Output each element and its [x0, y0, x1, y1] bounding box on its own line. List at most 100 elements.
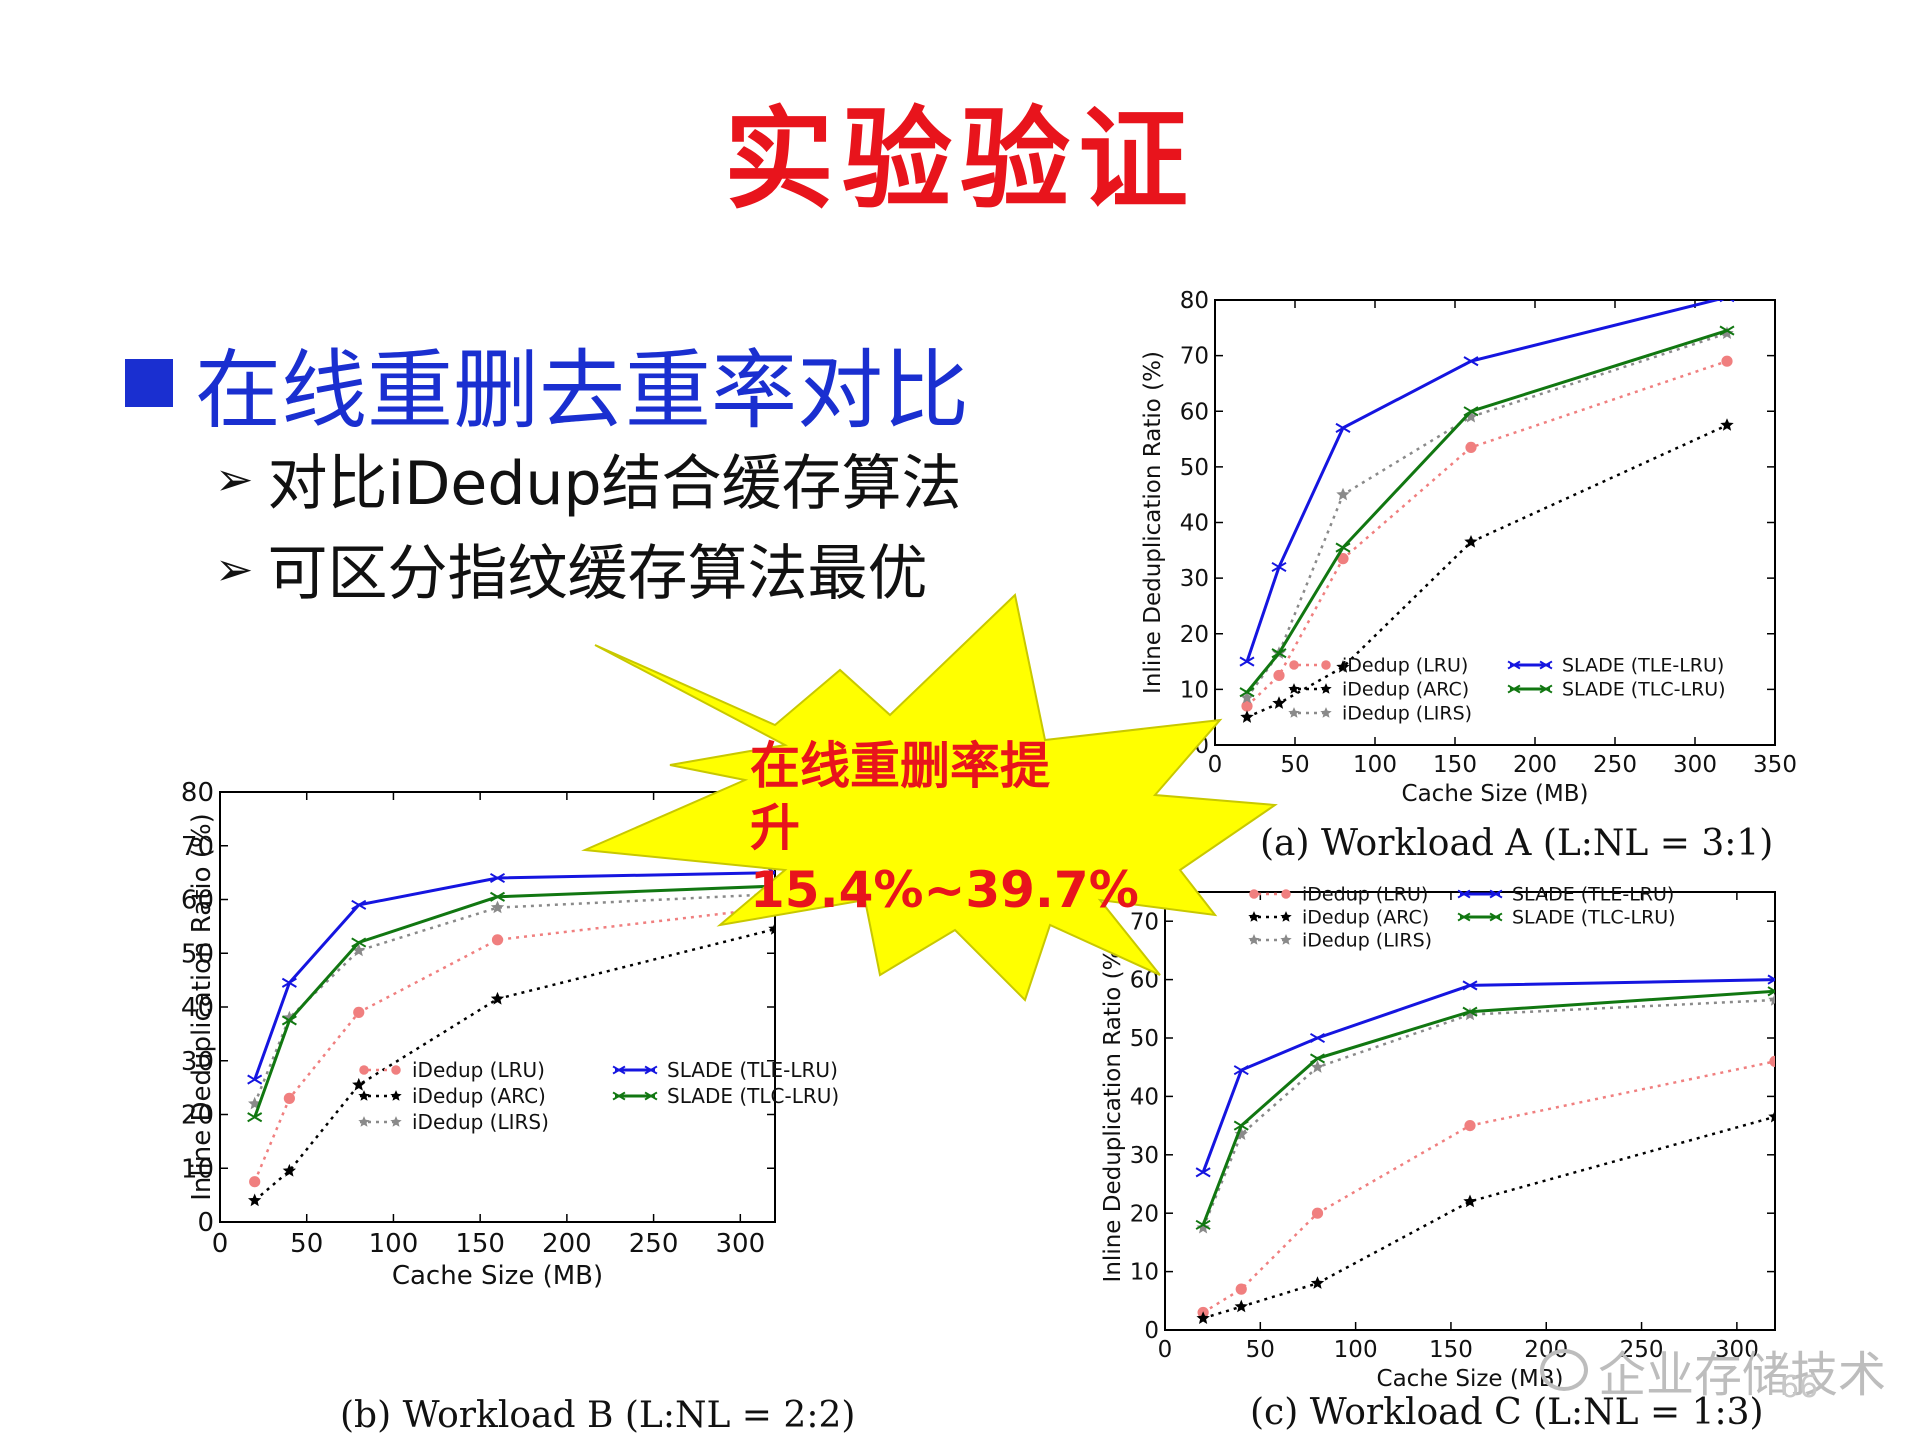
plot-frame: [1214, 299, 1776, 746]
marker-star: [248, 1193, 262, 1207]
sub-bullet-text: 可区分指纹缓存算法最优: [267, 539, 928, 609]
marker-circle: [391, 1065, 401, 1075]
marker-x: [1507, 684, 1521, 694]
legend-label: iDedup (ARC): [1302, 907, 1429, 929]
square-bullet-icon: [125, 358, 173, 407]
legend: iDedup (LRU)iDedup (ARC)iDedup (LIRS) SLA…: [1248, 884, 1676, 952]
marker-star: [1240, 710, 1254, 723]
x-tick-label: 0: [1208, 752, 1223, 778]
marker-x: [1457, 889, 1471, 899]
legend-label: SLADE (TLC-LRU): [1512, 907, 1676, 929]
marker-x: [1335, 422, 1351, 433]
y-tick-label: 40: [181, 993, 214, 1023]
x-tick-label: 150: [1429, 1337, 1473, 1363]
x-axis-label: Cache Size (MB): [392, 1261, 603, 1291]
marker-x: [1271, 561, 1287, 573]
x-tick-label: 300: [715, 1229, 765, 1259]
marker-star: [282, 1163, 296, 1177]
x-tick-label: 300: [1715, 1337, 1759, 1363]
y-tick-label: 80: [181, 778, 214, 808]
arrow-bullet-icon: ➢: [215, 451, 254, 506]
marker-x: [1195, 1167, 1211, 1178]
y-tick-label: 20: [1130, 1201, 1159, 1227]
marker-x: [1767, 974, 1775, 985]
y-tick-label: 0: [1144, 1318, 1159, 1344]
arrow-bullet-icon: ➢: [215, 541, 254, 596]
marker-x: [1335, 542, 1351, 553]
marker-star: [390, 1090, 402, 1101]
legend: iDedup (LRU)iDedup (ARC)iDedup (LIRS) SLA…: [358, 1058, 839, 1134]
marker-x: [1463, 356, 1479, 367]
marker-x: [247, 1074, 263, 1085]
series-idedup-lru-: [1197, 1055, 1775, 1319]
sub-bullet-1: ➢ 对比iDedup结合缓存算法: [215, 435, 962, 522]
y-tick-label: 50: [181, 939, 214, 969]
marker-star: [1248, 934, 1260, 945]
marker-star: [1320, 683, 1332, 694]
x-tick-label: 50: [1280, 752, 1309, 778]
x-tick-label: 50: [290, 1229, 323, 1259]
marker-star: [1720, 418, 1734, 431]
legend-label: SLADE (TLC-LRU): [667, 1084, 839, 1108]
marker-star: [1288, 683, 1300, 694]
page-number: 66: [1780, 1370, 1819, 1405]
sub-bullet-2: ➢ 可区分指纹缓存算法最优: [215, 525, 928, 612]
y-tick-label: 10: [181, 1154, 214, 1184]
marker-circle: [1235, 1283, 1247, 1295]
marker-x: [1239, 687, 1255, 698]
marker-x: [1462, 980, 1478, 991]
marker-star: [282, 1010, 296, 1024]
marker-x: [489, 891, 506, 902]
y-tick-label: 70: [1180, 344, 1209, 370]
marker-star: [1196, 1220, 1210, 1234]
y-tick-label: 30: [1180, 566, 1209, 592]
marker-circle: [1311, 1207, 1324, 1219]
x-tick-label: 100: [369, 1229, 419, 1259]
legend: iDedup (LRU)iDedup (ARC)iDedup (LIRS) SLA…: [1288, 655, 1726, 725]
y-tick-label: 20: [1180, 622, 1209, 648]
marker-x: [1309, 1053, 1326, 1064]
sub-bullet-text: 对比iDedup结合缓存算法: [267, 449, 962, 519]
marker-star: [1288, 707, 1300, 718]
series-slade-tlc-lru-: [1195, 986, 1775, 1230]
series-idedup-arc-: [1196, 1109, 1775, 1324]
series-idedup-arc-: [1240, 418, 1734, 723]
legend-label: iDedup (LRU): [1342, 655, 1468, 677]
legend-label: SLADE (TLC-LRU): [1562, 679, 1726, 701]
series-idedup-lirs-: [1196, 993, 1775, 1234]
marker-star: [1320, 707, 1332, 718]
y-tick-label: 20: [181, 1101, 214, 1131]
legend-label: iDedup (ARC): [1342, 679, 1469, 701]
series-slade-tlc-lru-: [1239, 325, 1735, 698]
y-tick-label: 0: [197, 1208, 214, 1238]
marker-star: [1248, 911, 1260, 922]
marker-x: [1463, 406, 1479, 417]
y-tick-label: 10: [1130, 1260, 1159, 1286]
y-axis-label: Inline Deduplication Ratio (%): [1100, 940, 1126, 1283]
marker-star: [1280, 934, 1292, 945]
marker-x: [644, 1091, 658, 1101]
legend-label: iDedup (LIRS): [412, 1110, 549, 1134]
x-axis-label: Cache Size (MB): [1377, 1366, 1564, 1392]
marker-x: [247, 1112, 263, 1123]
marker-x: [281, 1015, 297, 1026]
legend-label: SLADE (TLE-LRU): [1562, 655, 1724, 677]
legend-label: SLADE (TLE-LRU): [1512, 884, 1674, 906]
marker-star: [1463, 1194, 1477, 1208]
x-tick-label: 250: [629, 1229, 679, 1259]
caption-workload-a: (a) Workload A (L:NL = 3:1): [1260, 823, 1774, 864]
marker-star: [352, 1077, 366, 1091]
marker-circle: [249, 1176, 261, 1188]
marker-x: [612, 1091, 626, 1101]
marker-circle: [1464, 1120, 1476, 1132]
marker-x: [1767, 986, 1775, 997]
main-bullet: 在线重删去重率对比: [125, 320, 969, 445]
marker-star: [490, 900, 505, 914]
marker-x: [1489, 889, 1503, 899]
marker-circle: [1321, 660, 1331, 670]
marker-circle: [1769, 1055, 1775, 1067]
marker-x: [351, 899, 367, 910]
marker-x: [1462, 1006, 1478, 1017]
